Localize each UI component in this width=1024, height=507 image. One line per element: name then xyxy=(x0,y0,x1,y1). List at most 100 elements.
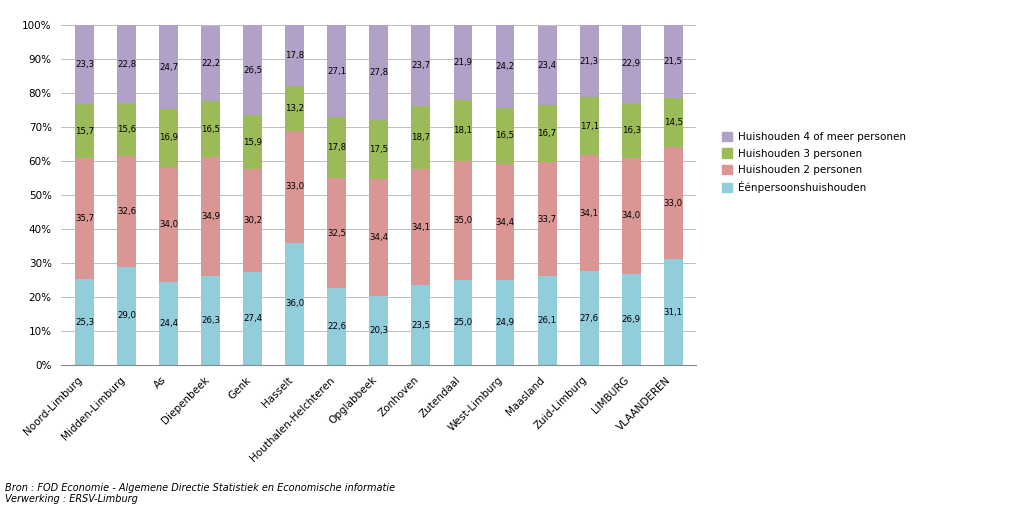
Text: 27,4: 27,4 xyxy=(243,314,262,323)
Bar xyxy=(117,103,136,156)
Bar xyxy=(286,86,304,131)
Text: 22,9: 22,9 xyxy=(622,59,641,68)
Text: 15,9: 15,9 xyxy=(244,138,262,147)
Bar xyxy=(328,118,346,178)
Bar xyxy=(496,164,514,280)
Text: 23,7: 23,7 xyxy=(412,61,430,70)
Bar xyxy=(328,25,346,118)
Bar xyxy=(328,178,346,288)
Bar xyxy=(412,106,430,169)
Text: 23,5: 23,5 xyxy=(412,320,430,330)
Text: 16,5: 16,5 xyxy=(201,125,220,134)
Bar xyxy=(117,267,136,365)
Text: 27,6: 27,6 xyxy=(580,314,599,322)
Text: 21,5: 21,5 xyxy=(664,57,683,66)
Bar xyxy=(286,131,304,243)
Legend: Huishouden 4 of meer personen, Huishouden 3 personen, Huishouden 2 personen, Één: Huishouden 4 of meer personen, Huishoude… xyxy=(722,132,905,193)
Bar xyxy=(202,101,220,157)
Text: 17,5: 17,5 xyxy=(370,145,388,154)
Bar xyxy=(159,167,178,282)
Bar xyxy=(286,25,304,86)
Bar xyxy=(75,25,94,104)
Bar xyxy=(202,157,220,276)
Text: 24,4: 24,4 xyxy=(159,319,178,328)
Text: 31,1: 31,1 xyxy=(664,308,683,317)
Text: 27,1: 27,1 xyxy=(328,67,346,76)
Bar xyxy=(622,158,641,274)
Text: 27,8: 27,8 xyxy=(370,68,388,77)
Bar xyxy=(622,274,641,365)
Bar xyxy=(244,169,262,272)
Text: 33,7: 33,7 xyxy=(538,214,557,224)
Bar xyxy=(202,276,220,365)
Bar xyxy=(538,162,556,276)
Text: 34,0: 34,0 xyxy=(159,220,178,229)
Bar xyxy=(664,25,683,98)
Text: 35,7: 35,7 xyxy=(75,214,94,223)
Text: 14,5: 14,5 xyxy=(664,118,683,127)
Bar xyxy=(454,280,472,365)
Text: Bron : FOD Economie - Algemene Directie Statistiek en Economische informatie
Ver: Bron : FOD Economie - Algemene Directie … xyxy=(5,483,395,504)
Text: 33,0: 33,0 xyxy=(286,182,304,191)
Text: 25,0: 25,0 xyxy=(454,318,472,327)
Bar xyxy=(580,156,599,271)
Bar xyxy=(75,279,94,365)
Text: 21,9: 21,9 xyxy=(454,58,472,67)
Bar xyxy=(370,120,388,179)
Bar xyxy=(412,169,430,285)
Text: 34,0: 34,0 xyxy=(622,211,641,221)
Text: 26,9: 26,9 xyxy=(622,315,641,324)
Bar xyxy=(370,296,388,365)
Text: 32,6: 32,6 xyxy=(117,207,136,215)
Text: 36,0: 36,0 xyxy=(286,300,304,308)
Text: 24,7: 24,7 xyxy=(159,63,178,72)
Bar xyxy=(244,25,262,116)
Text: 16,7: 16,7 xyxy=(538,129,557,138)
Text: 35,0: 35,0 xyxy=(454,216,472,225)
Bar xyxy=(159,25,178,109)
Bar xyxy=(244,272,262,365)
Text: 16,3: 16,3 xyxy=(622,126,641,135)
Bar xyxy=(328,288,346,365)
Bar xyxy=(622,103,641,158)
Bar xyxy=(454,161,472,280)
Bar xyxy=(370,25,388,120)
Bar xyxy=(664,148,683,260)
Text: 17,8: 17,8 xyxy=(286,51,304,60)
Text: 26,5: 26,5 xyxy=(243,66,262,75)
Bar xyxy=(75,158,94,279)
Text: 25,3: 25,3 xyxy=(75,317,94,327)
Text: 21,3: 21,3 xyxy=(580,57,599,66)
Bar xyxy=(370,179,388,296)
Bar xyxy=(580,271,599,365)
Bar xyxy=(664,260,683,365)
Bar xyxy=(159,109,178,167)
Text: 16,9: 16,9 xyxy=(159,133,178,142)
Bar xyxy=(117,156,136,267)
Bar xyxy=(538,276,556,365)
Text: 32,5: 32,5 xyxy=(328,229,346,238)
Text: 20,3: 20,3 xyxy=(370,326,388,335)
Bar xyxy=(496,107,514,164)
Text: 15,6: 15,6 xyxy=(117,125,136,134)
Bar xyxy=(496,280,514,365)
Text: 13,2: 13,2 xyxy=(286,104,304,113)
Bar xyxy=(538,105,556,162)
Bar xyxy=(117,25,136,103)
Text: 22,6: 22,6 xyxy=(328,322,346,331)
Bar xyxy=(75,104,94,158)
Text: 34,1: 34,1 xyxy=(412,223,430,232)
Text: 34,9: 34,9 xyxy=(201,212,220,221)
Bar xyxy=(412,25,430,106)
Text: 26,1: 26,1 xyxy=(538,316,557,325)
Text: 23,3: 23,3 xyxy=(75,60,94,69)
Text: 24,9: 24,9 xyxy=(496,318,514,327)
Text: 15,7: 15,7 xyxy=(75,127,94,136)
Bar xyxy=(538,26,556,105)
Bar xyxy=(664,98,683,148)
Text: 22,2: 22,2 xyxy=(201,59,220,68)
Text: 29,0: 29,0 xyxy=(117,311,136,320)
Text: 23,4: 23,4 xyxy=(538,61,557,70)
Bar xyxy=(412,285,430,365)
Text: 18,1: 18,1 xyxy=(454,126,472,135)
